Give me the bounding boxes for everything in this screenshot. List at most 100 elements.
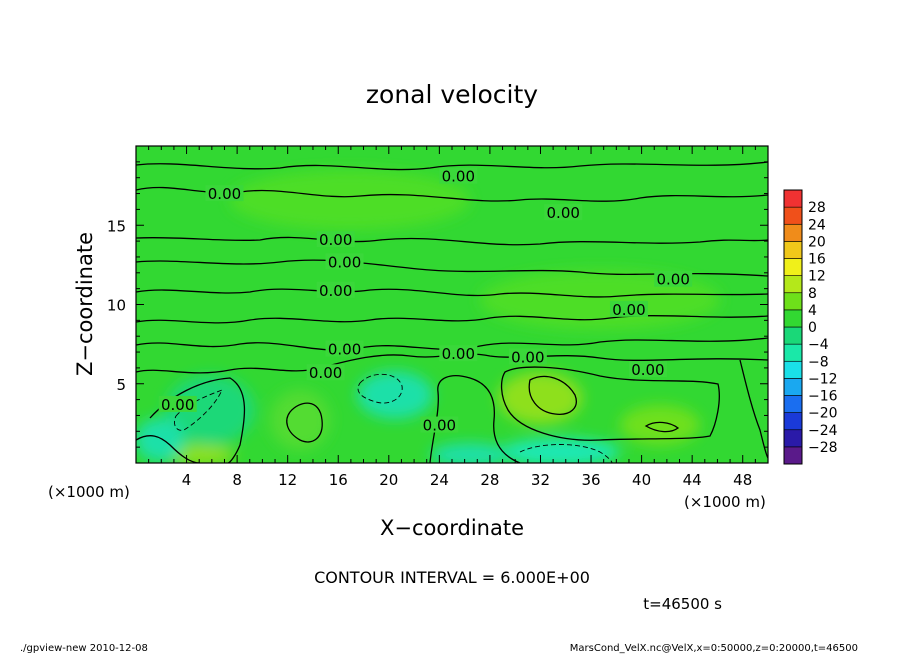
colorbar-tick-label: 8 xyxy=(808,286,817,302)
contour-label-bg xyxy=(316,281,355,298)
contour-label: 0.00 xyxy=(328,340,361,358)
footer-left: ./gpview-new 2010-12-08 xyxy=(20,643,148,654)
field-blob xyxy=(357,371,433,419)
contour-line xyxy=(136,435,201,463)
contour-label: 0.00 xyxy=(423,417,456,435)
contour-lines xyxy=(136,161,768,463)
colorbar-swatch xyxy=(783,189,803,208)
y-axis: 5 10 15 xyxy=(107,161,768,448)
y-tick-label: 15 xyxy=(107,217,126,235)
colorbar-swatch xyxy=(783,223,803,242)
colorbar-tick-label: 16 xyxy=(808,252,826,268)
colorbar-swatch xyxy=(783,360,803,379)
contour-label: 0.00 xyxy=(442,345,475,363)
contour-label-bg xyxy=(325,253,364,270)
contour-label: 0.00 xyxy=(442,168,475,186)
contour-line xyxy=(136,236,768,246)
x-unit-label-right: (×1000 m) xyxy=(684,493,766,511)
plot-area xyxy=(136,146,768,463)
footer-right: MarsCond_VelX.nc@VelX,x=0:50000,z=0:2000… xyxy=(570,643,858,654)
time-label: t=46500 s xyxy=(643,595,722,613)
colorbar-swatch xyxy=(783,292,803,311)
colorbar-swatch xyxy=(783,206,803,225)
colorbar-swatch xyxy=(783,395,803,413)
contour-label-bg xyxy=(420,416,459,433)
x-tick-label: 36 xyxy=(581,471,600,489)
contour-label: 0.00 xyxy=(328,253,361,271)
field-blobs xyxy=(136,170,720,463)
contour-label-bg xyxy=(306,364,345,381)
colorbar-swatch xyxy=(783,258,803,276)
contour-label-bg xyxy=(158,395,197,412)
contour-label: 0.00 xyxy=(161,396,194,414)
contour-line xyxy=(357,373,403,404)
contour-labels: 0.00 0.00 0.00 0.00 0.00 0.00 0.00 0.00 0.00 0.00… xyxy=(158,167,693,435)
x-tick-label: 16 xyxy=(329,471,348,489)
field-blob xyxy=(230,170,470,230)
colorbar-tick-label: 24 xyxy=(808,217,826,233)
contour-label: 0.00 xyxy=(612,301,645,319)
contour-line xyxy=(136,337,768,351)
contour-label-bg xyxy=(654,270,693,287)
colorbar-swatch xyxy=(783,275,803,294)
y-axis-label: Z−coordinate xyxy=(73,232,97,376)
contour-label: 0.00 xyxy=(309,364,342,382)
x-tick-label: 12 xyxy=(278,471,297,489)
contour-label-bg xyxy=(205,185,244,202)
colorbar-swatch xyxy=(783,412,803,431)
colorbar-tick-label: −8 xyxy=(808,354,829,370)
x-axis-label: X−coordinate xyxy=(380,516,524,540)
colorbar-swatch xyxy=(783,326,803,345)
y-tick-label: 5 xyxy=(116,376,126,394)
colorbar-frame xyxy=(783,189,803,465)
colorbar-tick-label: −24 xyxy=(808,423,838,439)
x-tick-label: 24 xyxy=(430,471,449,489)
contour-label-bg xyxy=(544,204,583,221)
x-tick-label: 40 xyxy=(632,471,651,489)
colorbar-swatch xyxy=(783,378,803,396)
x-tick-label: 8 xyxy=(232,471,242,489)
field-blob xyxy=(500,438,620,463)
colorbar-tick-label: 28 xyxy=(808,200,826,216)
contour-line xyxy=(644,421,680,433)
contour-line xyxy=(500,366,720,441)
contour-label: 0.00 xyxy=(656,271,689,289)
contour-label: 0.00 xyxy=(319,231,352,249)
contour-label: 0.00 xyxy=(208,185,241,203)
contour-label-bg xyxy=(439,167,478,184)
contour-label-bg xyxy=(439,345,478,362)
contour-line xyxy=(136,161,768,171)
field-blob xyxy=(270,390,330,450)
y-tick-label: 10 xyxy=(107,297,126,315)
colorbar-tick-label: 12 xyxy=(808,269,826,285)
contour-label-bg xyxy=(325,340,364,357)
contour-label: 0.00 xyxy=(547,204,580,222)
contour-label-bg xyxy=(508,348,547,365)
colorbar-swatch xyxy=(783,343,803,362)
colorbar-tick-label: 20 xyxy=(808,234,826,250)
colorbar-tick-label: −4 xyxy=(808,337,829,353)
contour-line xyxy=(149,377,246,463)
field-blob xyxy=(620,405,700,445)
contour-line xyxy=(519,444,613,463)
contour-label: 0.00 xyxy=(319,282,352,300)
contour-line xyxy=(739,359,768,459)
colorbar-swatch xyxy=(783,446,803,465)
field-blob xyxy=(498,372,582,424)
colorbar-tick-label: 4 xyxy=(808,303,817,319)
x-unit-label-left: (×1000 m) xyxy=(48,483,130,501)
x-tick-label: 28 xyxy=(480,471,499,489)
colorbar-tick-label: −16 xyxy=(808,389,838,405)
contour-interval: CONTOUR INTERVAL = 6.000E+00 xyxy=(314,568,590,587)
colorbar-tick-label: −12 xyxy=(808,371,838,387)
contour-label: 0.00 xyxy=(511,348,544,366)
x-tick-label: 20 xyxy=(379,471,398,489)
contour-line xyxy=(136,353,768,374)
contour-label: 0.00 xyxy=(631,361,664,379)
x-tick-label: 32 xyxy=(531,471,550,489)
contour-line xyxy=(136,288,768,298)
colorbar-tick-label: −20 xyxy=(808,406,838,422)
contour-line xyxy=(286,402,323,443)
